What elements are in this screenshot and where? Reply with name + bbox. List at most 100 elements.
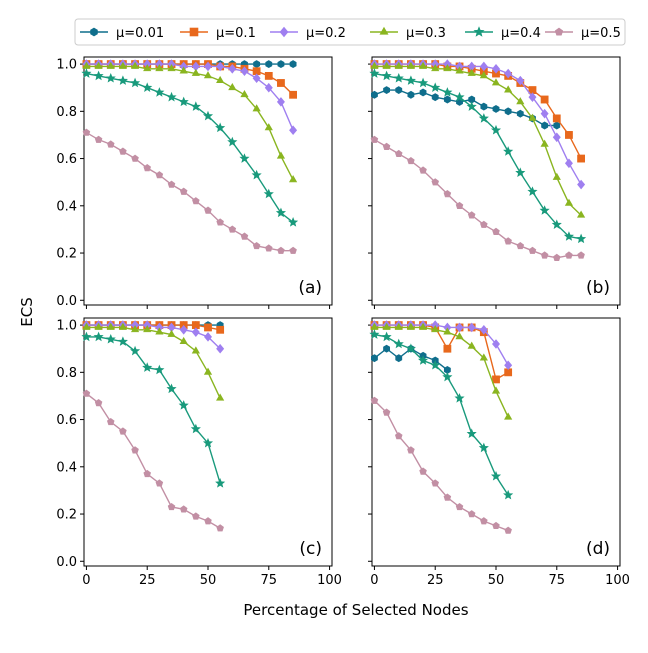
data-point — [479, 61, 488, 72]
data-point — [118, 322, 128, 330]
data-point — [418, 77, 429, 88]
data-point — [540, 95, 549, 104]
data-point — [179, 505, 188, 513]
data-point — [264, 123, 273, 131]
series-0-5 — [370, 135, 585, 261]
data-point — [467, 510, 476, 518]
data-point — [228, 64, 237, 74]
data-point — [540, 139, 549, 147]
x-tick-label: 0 — [82, 573, 90, 588]
data-point — [480, 102, 488, 111]
data-point — [106, 322, 115, 330]
series-0-5 — [370, 396, 512, 534]
data-point — [430, 359, 441, 370]
y-tick-label: 0.0 — [56, 555, 77, 570]
data-point — [191, 327, 200, 337]
data-point — [203, 71, 213, 79]
data-point — [504, 412, 513, 420]
data-point — [240, 90, 249, 98]
data-point — [564, 158, 573, 169]
data-point — [252, 104, 261, 112]
data-point — [565, 131, 573, 139]
series-0-3 — [370, 61, 586, 218]
series-0-4 — [369, 68, 587, 244]
data-point — [204, 206, 212, 214]
y-tick-label: 0.8 — [56, 366, 77, 381]
data-point — [467, 322, 476, 333]
data-point — [192, 197, 200, 205]
data-point — [480, 517, 488, 525]
data-point — [393, 72, 404, 83]
data-point — [492, 339, 500, 349]
legend-entry-0-2: μ=0.2 — [270, 26, 346, 41]
data-point — [552, 172, 561, 180]
x-tick-label: 75 — [549, 573, 566, 588]
legend-marker — [379, 26, 389, 35]
data-point — [288, 175, 298, 183]
data-point — [204, 323, 212, 332]
data-point — [264, 82, 273, 93]
data-point — [119, 427, 127, 435]
data-point — [577, 154, 585, 163]
data-point — [227, 136, 238, 147]
data-point — [443, 64, 452, 72]
data-point — [215, 478, 226, 488]
data-point — [276, 97, 285, 107]
data-point — [369, 329, 380, 339]
data-point — [576, 233, 587, 244]
data-point — [455, 502, 464, 511]
data-point — [143, 64, 152, 72]
x-tick-label: 25 — [139, 573, 156, 588]
y-tick-label: 0.2 — [56, 508, 77, 523]
data-point — [515, 167, 526, 178]
data-point — [443, 190, 452, 198]
data-point — [419, 88, 427, 97]
data-point — [239, 153, 250, 163]
legend-marker — [473, 26, 485, 37]
data-point — [443, 327, 452, 335]
data-point — [491, 386, 501, 394]
data-point — [142, 82, 153, 93]
data-point — [527, 186, 538, 196]
panel-label: (c) — [299, 539, 322, 559]
data-point — [431, 178, 439, 186]
data-point — [383, 344, 391, 353]
legend-marker — [90, 27, 98, 37]
data-point — [492, 105, 500, 113]
data-point — [204, 332, 212, 342]
data-point — [81, 68, 92, 78]
data-point — [289, 90, 297, 99]
legend-label: μ=0.5 — [581, 26, 621, 41]
data-point — [82, 389, 91, 397]
data-point — [430, 82, 441, 93]
data-point — [82, 322, 91, 330]
x-tick-label: 0 — [370, 573, 378, 588]
y-tick-label: 0.0 — [56, 294, 77, 309]
data-point — [539, 205, 550, 215]
data-point — [382, 408, 391, 416]
panel-a: 0.0 0.2 0.4 0.6 0.8 1.0 (a) — [56, 56, 333, 309]
data-point — [370, 135, 379, 143]
data-point — [504, 85, 513, 93]
data-point — [492, 64, 500, 74]
data-point — [478, 113, 489, 123]
x-tick-label: 50 — [200, 573, 217, 588]
data-point — [179, 187, 188, 195]
data-point — [131, 446, 139, 454]
data-point — [94, 322, 103, 330]
data-point — [192, 512, 200, 520]
data-point — [419, 166, 427, 174]
series-0-3 — [82, 61, 298, 183]
data-point — [541, 121, 549, 130]
data-point — [130, 325, 140, 333]
data-point — [407, 90, 415, 99]
data-point — [565, 251, 573, 259]
series-0-4 — [81, 331, 226, 488]
data-point — [418, 322, 428, 330]
data-point — [277, 246, 285, 254]
data-point — [216, 325, 225, 334]
data-point — [276, 151, 286, 159]
data-point — [551, 219, 562, 229]
